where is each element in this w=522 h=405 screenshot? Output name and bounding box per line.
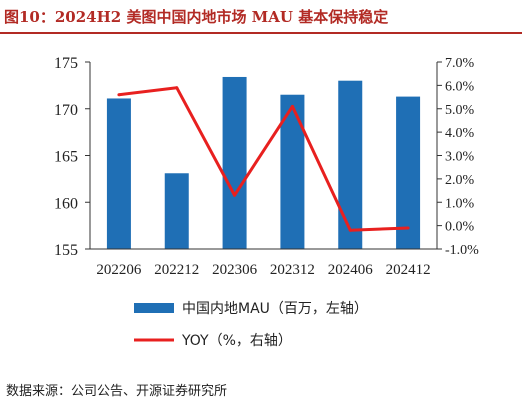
yoy-line bbox=[118, 86, 409, 232]
yoy-point bbox=[175, 86, 179, 90]
yoy-point bbox=[348, 228, 352, 232]
bar-series bbox=[106, 76, 421, 250]
right-axis-tick-label: 1.0% bbox=[445, 196, 475, 211]
mau-bar bbox=[396, 96, 421, 249]
right-axis-tick-label: 7.0% bbox=[445, 56, 475, 71]
right-axis-tick-label: 0.0% bbox=[445, 220, 475, 235]
mau-bar bbox=[222, 76, 247, 250]
chart: 155 160 165 170 175 -1.0% 0.0% 1.0% 2.0% 3.0% 4.0… bbox=[54, 55, 479, 349]
source-note: 数据来源：公司公告、开源证券研究所 bbox=[6, 384, 228, 399]
x-axis: 202206 202212 202306 202312 202406 202412 bbox=[90, 248, 437, 278]
right-axis-tick-label: 3.0% bbox=[445, 150, 475, 165]
yoy-point bbox=[233, 193, 237, 197]
mau-bar bbox=[106, 98, 131, 249]
left-axis-tick-label: 165 bbox=[54, 149, 78, 166]
right-axis-tick-label: 5.0% bbox=[445, 103, 475, 118]
x-axis-tick-label: 202306 bbox=[212, 262, 258, 278]
legend-label-mau: 中国内地MAU（百万，左轴） bbox=[182, 301, 368, 317]
legend-label-yoy: YOY（%，右轴） bbox=[181, 333, 292, 349]
left-axis-tick-label: 170 bbox=[54, 102, 78, 119]
yoy-point bbox=[117, 93, 121, 97]
x-axis-tick-label: 202412 bbox=[386, 262, 431, 278]
x-axis-tick-label: 202212 bbox=[154, 262, 199, 278]
x-axis-tick-label: 202312 bbox=[270, 262, 315, 278]
right-axis-tick-label: -1.0% bbox=[445, 243, 479, 258]
x-axis-tick-label: 202206 bbox=[96, 262, 142, 278]
right-axis-tick-label: 2.0% bbox=[445, 173, 475, 188]
right-axis-tick-label: 6.0% bbox=[445, 79, 475, 94]
right-axis: -1.0% 0.0% 1.0% 2.0% 3.0% 4.0% 5.0% 6.0% 7.0% bbox=[436, 56, 479, 258]
left-axis: 155 160 165 170 175 bbox=[54, 55, 91, 259]
left-axis-tick-label: 175 bbox=[54, 55, 78, 72]
x-axis-tick-label: 202406 bbox=[328, 262, 374, 278]
left-axis-tick-label: 155 bbox=[54, 242, 78, 259]
legend-swatch-mau bbox=[134, 303, 174, 313]
right-axis-tick-label: 4.0% bbox=[445, 126, 475, 141]
legend: 中国内地MAU（百万，左轴） YOY（%，右轴） bbox=[134, 301, 368, 349]
yoy-point bbox=[406, 226, 410, 230]
mau-bar bbox=[338, 80, 363, 249]
left-axis-tick-label: 160 bbox=[54, 195, 78, 212]
mau-bar bbox=[164, 173, 189, 249]
yoy-point bbox=[290, 104, 294, 108]
figure-title: 图10：2024H2 美图中国内地市场 MAU 基本保持稳定 bbox=[4, 8, 389, 26]
line-series bbox=[117, 86, 410, 232]
title-divider bbox=[0, 32, 522, 34]
